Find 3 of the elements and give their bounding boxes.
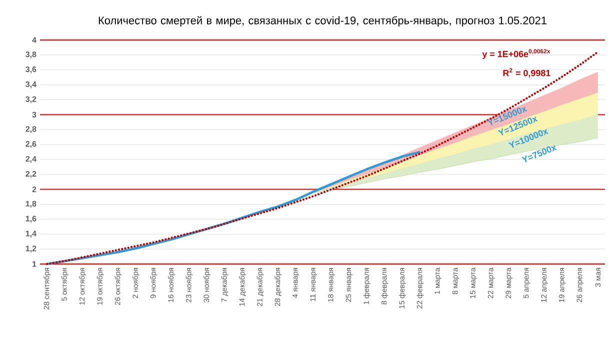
- annotation: y = 1E+06e$^{0,0062x}$: [482, 49, 550, 59]
- annotation: R$^{2}$ = 0,9981: [503, 68, 550, 78]
- chart-title: Количество смертей в мире, связанных с covid-19, сентябрь-январь, прогноз 1.05.2021: [98, 16, 546, 26]
